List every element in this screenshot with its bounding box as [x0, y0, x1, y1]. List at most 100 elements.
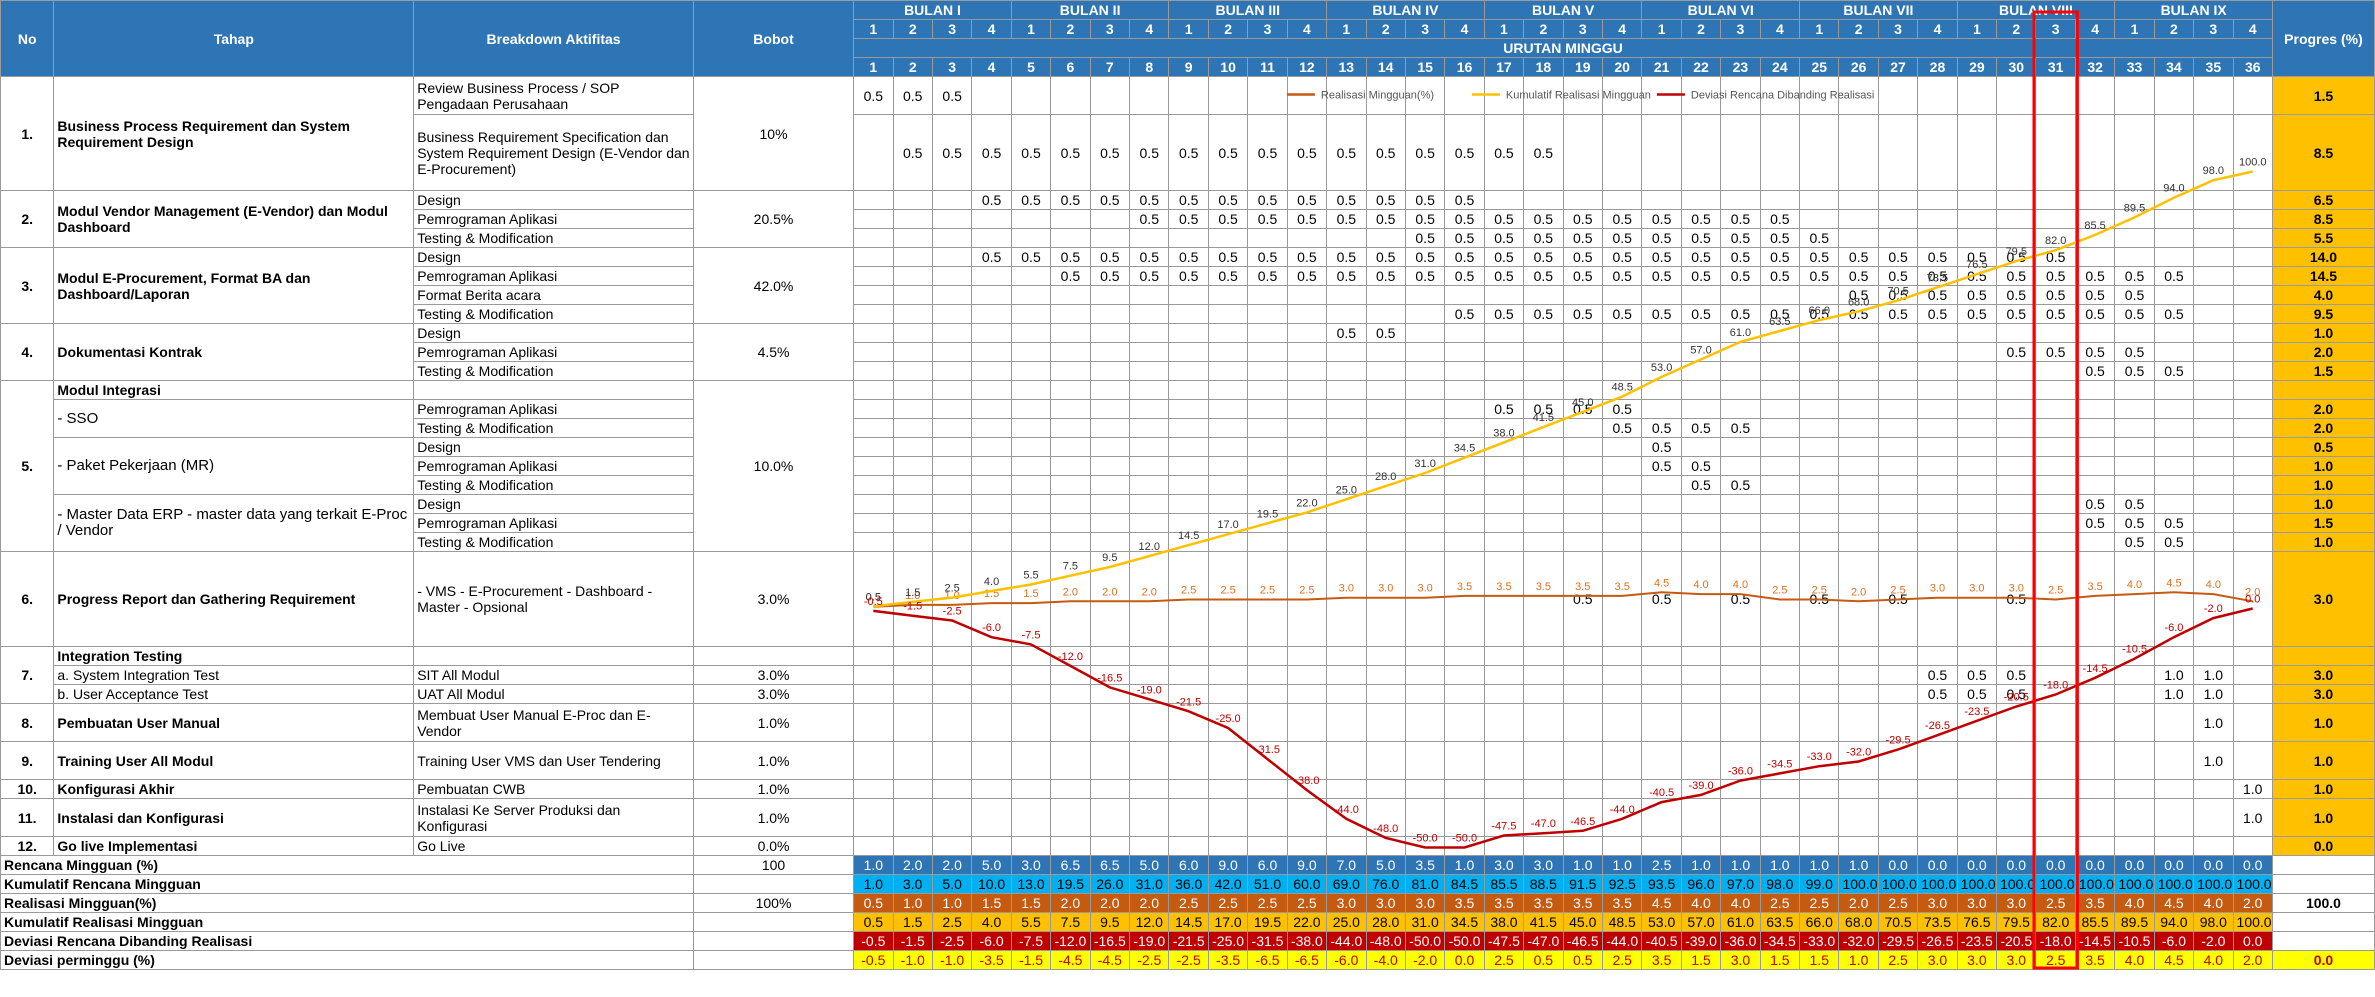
summary-value: 3.5 [1404, 855, 1446, 875]
week-cell: 0.5 [1365, 190, 1406, 210]
week-cell [1207, 779, 1249, 799]
week-cell [1601, 342, 1643, 362]
week-cell [1799, 418, 1840, 438]
tahap-sub-name: b. User Acceptance Test [53, 684, 415, 704]
week-cell [1326, 836, 1367, 856]
progres-value: 2.0 [2271, 342, 2375, 362]
summary-value: 2.5 [931, 912, 973, 932]
week-cell: 0.5 [1601, 209, 1643, 229]
summary-value: 79.5 [1996, 912, 2037, 932]
week-cell: 0.5 [1404, 228, 1446, 248]
week-cell [1168, 551, 1209, 647]
week-cell: 0.5 [1917, 266, 1958, 286]
header-month-week: 1 [1956, 19, 1998, 39]
week-cell [2114, 190, 2155, 210]
summary-value: 0.5 [1562, 950, 1603, 970]
week-cell: 0.5 [1365, 247, 1406, 267]
header-month-week: 4 [971, 19, 1012, 39]
week-cell: 0.5 [1326, 209, 1367, 229]
week-cell [1759, 380, 1801, 400]
bobot-value: 1.0% [692, 741, 855, 780]
week-cell [1562, 646, 1603, 666]
summary-value: -6.0 [2153, 931, 2195, 951]
summary-value: 0.0 [2114, 855, 2155, 875]
week-cell [1286, 76, 1328, 115]
week-cell: 0.5 [1326, 190, 1367, 210]
week-cell [1838, 551, 1879, 647]
week-cell [1523, 475, 1564, 495]
week-cell [1601, 380, 1643, 400]
header-week-number: 10 [1207, 57, 1249, 77]
summary-value: -21.5 [1168, 931, 1209, 951]
week-cell: 0.5 [1680, 228, 1722, 248]
week-cell [1877, 190, 1919, 210]
week-cell [2232, 361, 2273, 381]
week-cell: 0.5 [1996, 304, 2037, 324]
week-cell [1050, 551, 1091, 647]
week-cell [1877, 342, 1919, 362]
week-cell [853, 342, 894, 362]
week-cell [2035, 399, 2076, 419]
week-cell [1720, 798, 1761, 837]
header-week-number: 30 [1996, 57, 2037, 77]
summary-value: 2.5 [1601, 950, 1643, 970]
header-month-week: 4 [2232, 19, 2273, 39]
week-cell [931, 209, 973, 229]
header-week-number: 18 [1523, 57, 1564, 77]
week-cell: 0.5 [1720, 418, 1761, 438]
week-cell: 0.5 [1050, 247, 1091, 267]
week-cell: 0.5 [1956, 684, 1998, 704]
header-month-week: 1 [853, 19, 894, 39]
week-cell: 0.5 [1956, 304, 1998, 324]
week-cell [1956, 76, 1998, 115]
summary-value: 100.0 [1838, 874, 1879, 894]
week-cell [1838, 323, 1879, 343]
summary-value: 22.0 [1286, 912, 1328, 932]
header-week-number: 23 [1720, 57, 1761, 77]
header-week-number: 24 [1759, 57, 1801, 77]
summary-value: 2.5 [1168, 893, 1209, 913]
week-cell [1601, 114, 1643, 191]
week-cell [1838, 380, 1879, 400]
week-cell [1089, 399, 1131, 419]
week-cell [1050, 76, 1091, 115]
header-month-week: 3 [1877, 19, 1919, 39]
week-cell [2114, 779, 2155, 799]
week-cell: 0.5 [1483, 304, 1525, 324]
activity-name: Testing & Modification [413, 418, 694, 438]
week-cell [1799, 513, 1840, 533]
week-cell [2193, 380, 2234, 400]
week-cell [1444, 399, 1485, 419]
week-cell [1089, 741, 1131, 780]
week-cell: 0.5 [1326, 266, 1367, 286]
header-month-week: 3 [1562, 19, 1603, 39]
header-week-number: 16 [1444, 57, 1485, 77]
week-cell [1247, 513, 1288, 533]
week-cell [1720, 399, 1761, 419]
summary-value: 100.0 [2074, 874, 2116, 894]
week-cell: 0.5 [1326, 247, 1367, 267]
week-cell: 0.5 [1641, 418, 1682, 438]
week-cell [1877, 76, 1919, 115]
week-cell [2232, 209, 2273, 229]
week-cell [2193, 418, 2234, 438]
week-cell: 0.5 [1168, 266, 1209, 286]
week-cell [1207, 646, 1249, 666]
week-cell: 1.0 [2193, 665, 2234, 685]
week-cell [2193, 532, 2234, 552]
week-cell: 0.5 [1365, 209, 1406, 229]
week-cell [1050, 437, 1091, 457]
week-cell [1562, 285, 1603, 305]
activity-row: 6. Progress Report dan Gathering Requirem… [0, 551, 2375, 647]
week-cell [1601, 361, 1643, 381]
summary-value: 0.0 [1877, 855, 1919, 875]
row-number: 11. [0, 798, 55, 837]
week-cell [1010, 551, 1052, 647]
week-cell [1010, 437, 1052, 457]
week-cell [2074, 380, 2116, 400]
header-week-number: 36 [2232, 57, 2273, 77]
summary-value: -0.5 [853, 950, 894, 970]
activity-row: - SSO Pemrograman Aplikasi 0.5 0.5 0.5 0.5 2.0 [1, 399, 2375, 438]
week-cell [1050, 741, 1091, 780]
summary-value: 31.0 [1129, 874, 1170, 894]
